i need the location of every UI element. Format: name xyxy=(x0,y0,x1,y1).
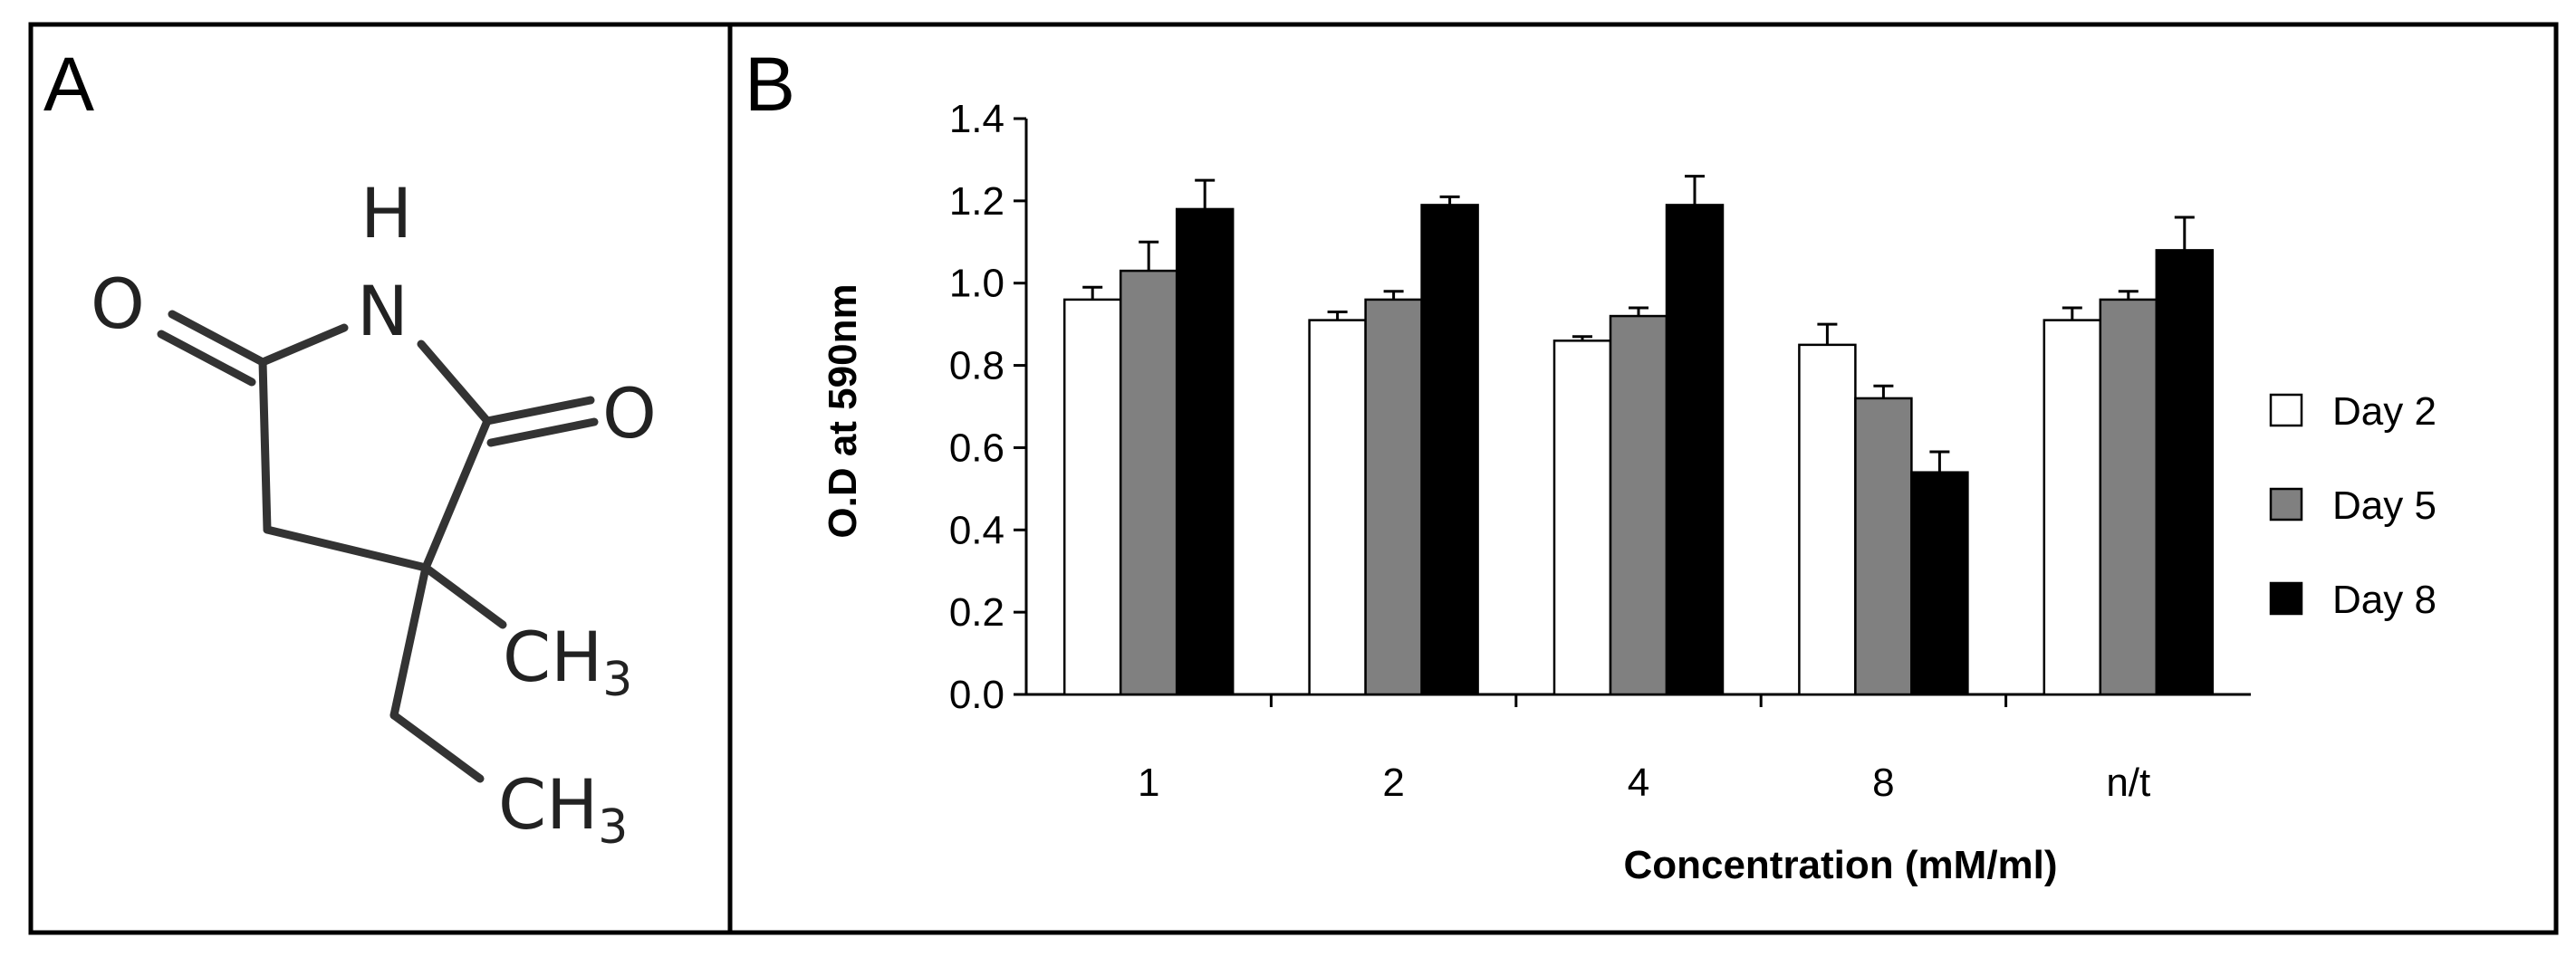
panel-b: B Concentration (mM/ml) O.D at 590nm 0.0… xyxy=(745,42,2437,887)
bar-chart: Concentration (mM/ml) O.D at 590nm 0.0 0.… xyxy=(821,97,2437,887)
y-tick-label: 0.6 xyxy=(949,426,1004,470)
bar xyxy=(1175,207,1235,696)
bond-c5-o-a xyxy=(483,396,595,426)
atom-h-label: H xyxy=(360,173,412,254)
panel-a: A H N O O CH3 CH3 xyxy=(43,42,657,855)
bar xyxy=(1062,298,1122,696)
y-tick-label: 1.2 xyxy=(949,179,1004,224)
bond-c2-o-a xyxy=(168,310,267,367)
y-tick-label: 0.0 xyxy=(949,673,1004,717)
bar xyxy=(1854,397,1913,696)
bond-c4-c3 xyxy=(263,525,430,572)
figure-frame xyxy=(28,22,2559,935)
y-tick-label: 1.0 xyxy=(949,262,1004,306)
bond-c5-c4 xyxy=(421,416,492,572)
bar xyxy=(1308,319,1367,696)
bar xyxy=(1609,314,1668,696)
legend-label: Day 5 xyxy=(2332,483,2437,528)
y-tick-label: 0.8 xyxy=(949,344,1004,388)
x-axis-title: Concentration (mM/ml) xyxy=(1623,843,2057,887)
bond-c2-o-b xyxy=(157,330,256,387)
x-tick-label: n/t xyxy=(2106,761,2150,805)
bond-c2-n xyxy=(258,323,349,367)
atom-n-label: N xyxy=(357,271,409,351)
ethyl-methyl-group-label: CH3 xyxy=(498,764,628,855)
bar xyxy=(2099,298,2158,696)
legend-label: Day 8 xyxy=(2332,578,2437,622)
bar xyxy=(1665,204,1725,696)
bar xyxy=(1552,340,1612,696)
methyl-group-label: CH3 xyxy=(503,617,632,707)
bond-ethyl-ch3 xyxy=(389,711,485,783)
bar xyxy=(1119,269,1178,696)
bond-c4-methyl xyxy=(421,563,507,629)
bond-n-c5 xyxy=(417,340,492,426)
legend-swatch-1 xyxy=(2269,393,2303,427)
panel-a-letter: A xyxy=(43,42,94,127)
y-tick-label: 0.4 xyxy=(949,508,1004,552)
x-tick-label: 4 xyxy=(1628,761,1649,805)
bond-c4-ethyl xyxy=(389,563,430,720)
bar xyxy=(2155,249,2215,696)
bond-c5-o-b xyxy=(486,417,599,447)
legend-swatch-2 xyxy=(2269,487,2303,522)
bar xyxy=(1910,471,1969,696)
bar xyxy=(1364,298,1423,696)
x-tick-label: 1 xyxy=(1138,761,1159,805)
bar xyxy=(2043,319,2102,696)
bar xyxy=(1798,343,1857,696)
y-tick-label: 1.4 xyxy=(949,97,1004,141)
x-tick-label: 2 xyxy=(1382,761,1404,805)
y-tick-label: 0.2 xyxy=(949,590,1004,635)
panel-b-letter: B xyxy=(745,42,795,127)
atom-o-left-label: O xyxy=(91,263,145,344)
molecule-structure: H N O O CH3 CH3 xyxy=(91,173,657,855)
bond-c3-c2 xyxy=(258,358,272,534)
legend-swatch-3 xyxy=(2269,581,2303,616)
x-tick-label: 8 xyxy=(1872,761,1894,805)
y-axis-title: O.D at 590nm xyxy=(821,283,865,538)
bar xyxy=(1420,204,1479,696)
legend-label: Day 2 xyxy=(2332,389,2437,434)
atom-o-right-label: O xyxy=(602,373,657,454)
